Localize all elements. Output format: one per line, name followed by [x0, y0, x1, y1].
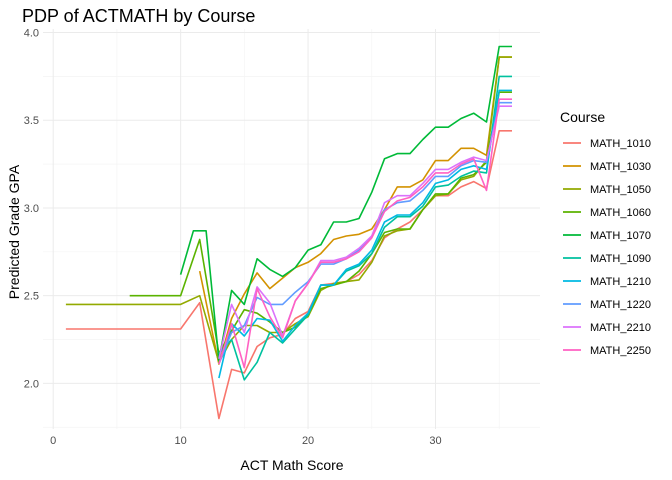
legend-label-math_1060: MATH_1060: [590, 207, 651, 219]
y-tick-label: 4.0: [24, 28, 39, 40]
x-axis-ticks: 0 10 20 30: [50, 435, 441, 447]
legend-label-math_1210: MATH_1210: [590, 276, 651, 288]
series-line-math_2250: [218, 98, 512, 369]
legend-label-math_2210: MATH_2210: [590, 322, 651, 334]
y-axis-ticks: 2.0 2.5 3.0 3.5 4.0: [24, 28, 39, 391]
series-line-math_1010: [65, 130, 512, 420]
grid-lines: [43, 29, 540, 429]
legend: Course MATH_1010 MATH_1030 MATH_1050 MATH_1…: [560, 109, 651, 357]
y-tick-label: 3.0: [24, 203, 39, 215]
legend-title: Course: [560, 109, 605, 125]
y-tick-label: 3.5: [24, 115, 39, 127]
y-axis-title: Predicted Grade GPA: [6, 164, 22, 299]
x-axis-title: ACT Math Score: [240, 457, 343, 473]
series-line-math_1030: [198, 56, 512, 365]
legend-label-math_1050: MATH_1050: [590, 184, 651, 196]
chart-title: PDP of ACTMATH by Course: [22, 6, 255, 26]
legend-label-math_1030: MATH_1030: [590, 161, 651, 173]
series-line-math_1220: [218, 101, 512, 365]
series-line-math_1060: [129, 91, 512, 355]
legend-label-math_1070: MATH_1070: [590, 230, 651, 242]
x-tick-label: 20: [302, 435, 314, 447]
legend-label-math_2250: MATH_2250: [590, 345, 651, 357]
series-line-math_1210: [218, 89, 512, 379]
x-tick-label: 0: [50, 435, 56, 447]
series-line-math_2210: [218, 105, 512, 359]
x-tick-label: 10: [175, 435, 187, 447]
legend-label-math_1090: MATH_1090: [590, 253, 651, 265]
series-line-math_1090: [218, 75, 512, 381]
legend-label-math_1220: MATH_1220: [590, 299, 651, 311]
x-tick-label: 30: [429, 435, 441, 447]
y-tick-label: 2.5: [24, 291, 39, 303]
series-lines: [65, 45, 512, 420]
series-line-math_1070: [179, 45, 512, 362]
legend-label-math_1010: MATH_1010: [590, 138, 651, 150]
y-tick-label: 2.0: [24, 378, 39, 390]
